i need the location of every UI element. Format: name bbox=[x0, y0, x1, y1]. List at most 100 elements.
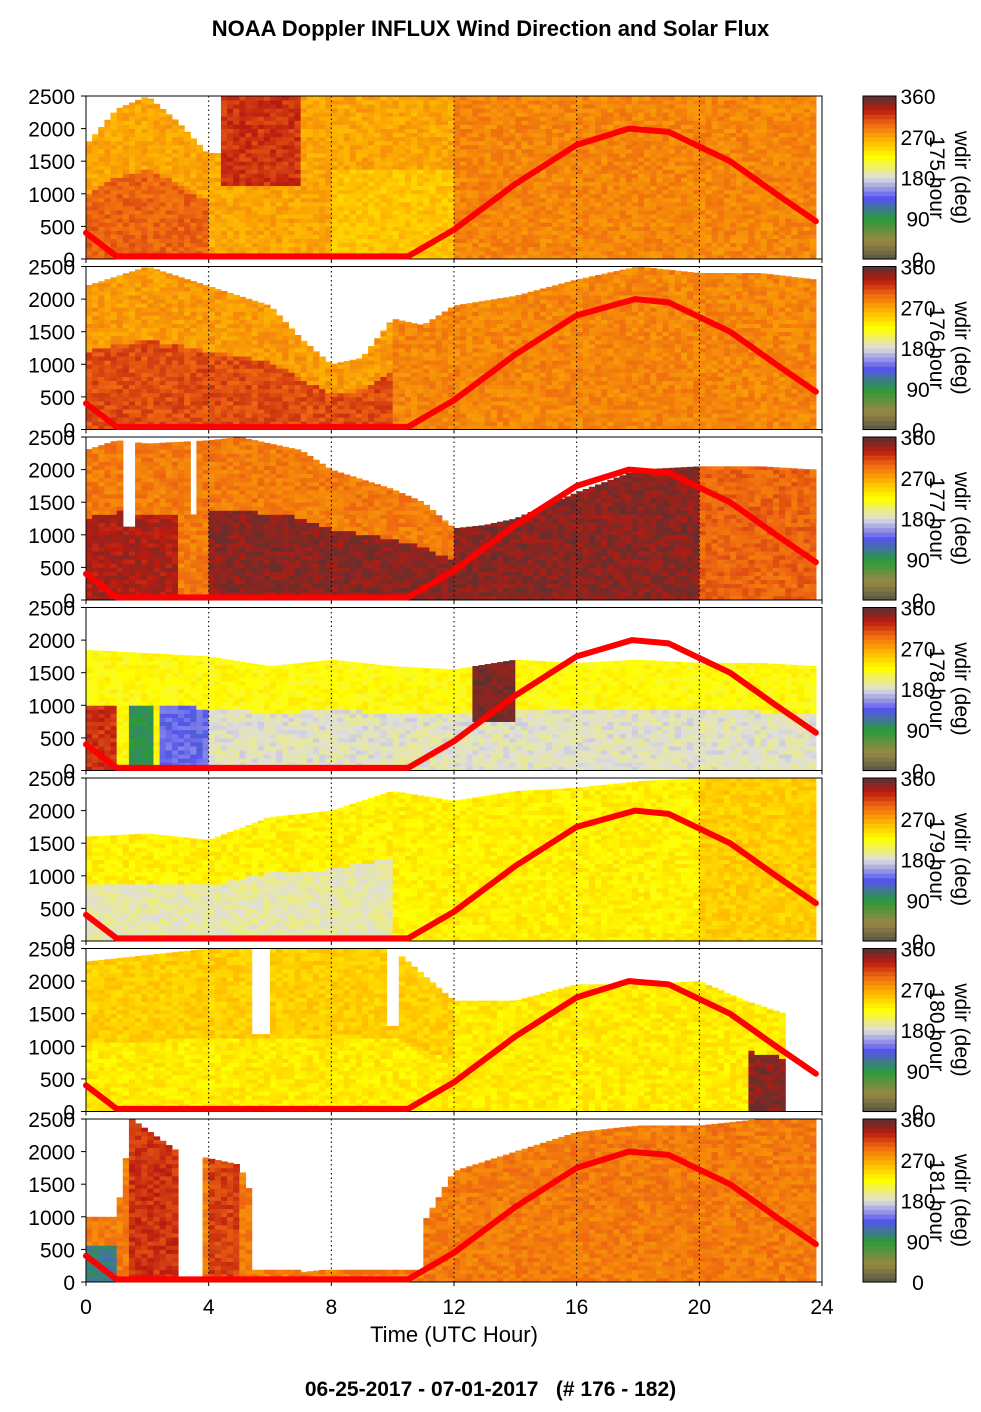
heatmap-cell bbox=[705, 222, 713, 227]
heatmap-cell bbox=[766, 132, 774, 138]
heatmap-cell bbox=[178, 222, 185, 227]
heatmap-cell bbox=[509, 132, 516, 138]
heatmap-cell bbox=[803, 193, 811, 199]
heatmap-cell bbox=[319, 210, 326, 215]
heatmap-cell bbox=[165, 250, 173, 256]
heatmap-cell bbox=[368, 185, 375, 191]
heatmap-cell bbox=[208, 201, 216, 207]
heatmap-cell bbox=[662, 169, 670, 174]
heatmap-cell bbox=[723, 254, 731, 260]
heatmap-cell bbox=[515, 136, 523, 142]
heatmap-cell bbox=[104, 165, 112, 170]
heatmap-cell bbox=[349, 230, 357, 235]
heatmap-cell bbox=[417, 230, 424, 235]
heatmap-cell bbox=[607, 234, 615, 240]
heatmap-cell bbox=[104, 218, 112, 223]
heatmap-cell bbox=[650, 230, 657, 235]
heatmap-cell bbox=[546, 148, 553, 154]
heatmap-cell bbox=[809, 165, 817, 170]
heatmap-cell bbox=[552, 169, 559, 174]
heatmap-cell bbox=[625, 218, 633, 223]
heatmap-cell bbox=[276, 165, 283, 170]
heatmap-cell bbox=[736, 218, 743, 223]
heatmap-cell bbox=[576, 153, 584, 158]
heatmap-cell bbox=[619, 254, 627, 260]
heatmap-cell bbox=[116, 323, 124, 329]
heatmap-cell bbox=[282, 116, 289, 121]
heatmap-cell bbox=[693, 201, 700, 207]
heatmap-cell bbox=[141, 250, 148, 256]
heatmap-cell bbox=[239, 104, 247, 109]
heatmap-cell bbox=[98, 417, 105, 422]
heatmap-cell bbox=[570, 132, 578, 138]
heatmap-cell bbox=[815, 153, 817, 158]
heatmap-cell bbox=[558, 108, 565, 113]
heatmap-cell bbox=[159, 226, 167, 231]
heatmap-cell bbox=[779, 173, 786, 178]
heatmap-cell bbox=[447, 242, 455, 248]
heatmap-cell bbox=[270, 112, 277, 117]
heatmap-cell bbox=[325, 108, 332, 113]
heatmap-cell bbox=[171, 222, 179, 227]
heatmap-cell bbox=[196, 246, 204, 252]
heatmap-cell bbox=[509, 226, 516, 231]
heatmap-cell bbox=[619, 197, 627, 203]
heatmap-cell bbox=[668, 206, 676, 211]
heatmap-cell bbox=[288, 218, 296, 223]
heatmap-cell bbox=[815, 181, 817, 187]
heatmap-cell bbox=[122, 299, 130, 304]
heatmap-cell bbox=[699, 242, 707, 248]
heatmap-cell bbox=[619, 104, 627, 109]
heatmap-cell bbox=[165, 193, 173, 199]
heatmap-cell bbox=[779, 153, 786, 158]
heatmap-cell bbox=[263, 246, 271, 252]
colorbar-segment bbox=[863, 231, 896, 237]
heatmap-cell bbox=[159, 136, 167, 142]
heatmap-cell bbox=[184, 177, 191, 182]
heatmap-cell bbox=[202, 157, 210, 162]
heatmap-cell bbox=[754, 234, 762, 240]
heatmap-cell bbox=[693, 128, 700, 134]
heatmap-cell bbox=[227, 238, 234, 244]
heatmap-cell bbox=[337, 250, 345, 256]
heatmap-cell bbox=[588, 193, 596, 199]
heatmap-cell bbox=[257, 128, 265, 134]
heatmap-cell bbox=[656, 120, 664, 125]
heatmap-cell bbox=[159, 157, 167, 162]
heatmap-cell bbox=[404, 230, 412, 235]
heatmap-cell bbox=[515, 100, 523, 105]
heatmap-cell bbox=[815, 161, 817, 166]
heatmap-cell bbox=[128, 104, 136, 109]
heatmap-cell bbox=[429, 230, 437, 235]
heatmap-cell bbox=[429, 173, 437, 178]
heatmap-cell bbox=[791, 157, 799, 162]
heatmap-cell bbox=[196, 169, 204, 174]
heatmap-cell bbox=[251, 189, 259, 195]
heatmap-cell bbox=[417, 112, 424, 117]
heatmap-cell bbox=[374, 177, 381, 182]
heatmap-cell bbox=[104, 327, 112, 333]
heatmap-cell bbox=[687, 193, 694, 199]
heatmap-cell bbox=[730, 148, 737, 154]
heatmap-cell bbox=[711, 128, 719, 134]
heatmap-cell bbox=[86, 396, 93, 402]
heatmap-cell bbox=[496, 169, 504, 174]
heatmap-cell bbox=[374, 246, 381, 252]
heatmap-cell bbox=[153, 104, 161, 109]
heatmap-cell bbox=[570, 238, 578, 244]
heatmap-cell bbox=[797, 242, 805, 248]
heatmap-cell bbox=[263, 185, 271, 191]
heatmap-cell bbox=[454, 234, 461, 240]
heatmap-cell bbox=[171, 132, 179, 138]
heatmap-cell bbox=[797, 197, 805, 203]
heatmap-cell bbox=[674, 214, 682, 219]
heatmap-cell bbox=[460, 108, 467, 113]
heatmap-cell bbox=[588, 222, 596, 227]
heatmap-cell bbox=[588, 165, 596, 170]
heatmap-cell bbox=[711, 157, 719, 162]
heatmap-cell bbox=[533, 132, 541, 138]
heatmap-cell bbox=[325, 112, 332, 117]
heatmap-cell bbox=[374, 140, 381, 146]
heatmap-cell bbox=[392, 250, 400, 256]
heatmap-cell bbox=[595, 153, 602, 158]
